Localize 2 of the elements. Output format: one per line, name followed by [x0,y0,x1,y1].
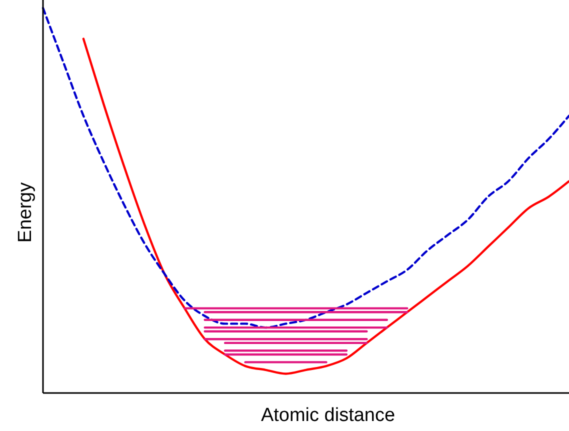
y-axis-title: Energy [15,182,36,243]
x-axis-title: Atomic distance [260,405,396,426]
